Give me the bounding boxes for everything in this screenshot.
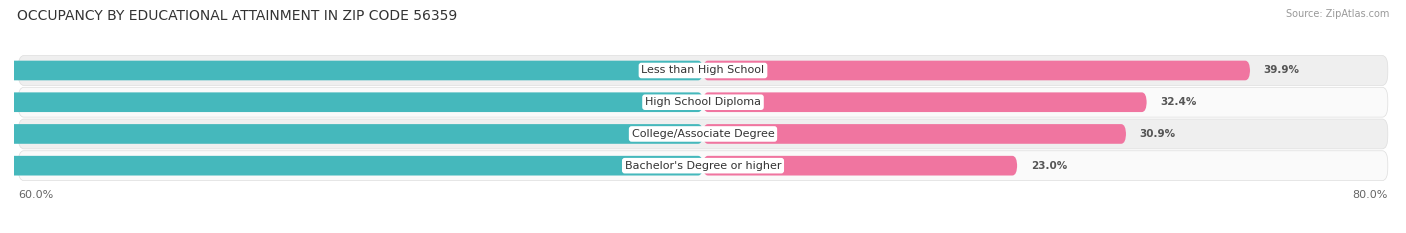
FancyBboxPatch shape [0, 124, 703, 144]
Text: 39.9%: 39.9% [1264, 65, 1299, 75]
FancyBboxPatch shape [18, 56, 1388, 86]
FancyBboxPatch shape [703, 61, 1250, 80]
Text: College/Associate Degree: College/Associate Degree [631, 129, 775, 139]
Text: 30.9%: 30.9% [1140, 129, 1175, 139]
Text: 60.0%: 60.0% [18, 190, 53, 200]
Text: 80.0%: 80.0% [1353, 190, 1388, 200]
FancyBboxPatch shape [703, 156, 1017, 175]
FancyBboxPatch shape [0, 93, 703, 112]
FancyBboxPatch shape [703, 93, 1147, 112]
FancyBboxPatch shape [18, 87, 1388, 117]
FancyBboxPatch shape [0, 156, 703, 175]
Text: Less than High School: Less than High School [641, 65, 765, 75]
Text: OCCUPANCY BY EDUCATIONAL ATTAINMENT IN ZIP CODE 56359: OCCUPANCY BY EDUCATIONAL ATTAINMENT IN Z… [17, 9, 457, 23]
FancyBboxPatch shape [703, 124, 1126, 144]
Text: High School Diploma: High School Diploma [645, 97, 761, 107]
Text: Source: ZipAtlas.com: Source: ZipAtlas.com [1285, 9, 1389, 19]
Text: 32.4%: 32.4% [1160, 97, 1197, 107]
Text: 23.0%: 23.0% [1031, 161, 1067, 171]
FancyBboxPatch shape [0, 61, 703, 80]
FancyBboxPatch shape [18, 119, 1388, 149]
FancyBboxPatch shape [18, 151, 1388, 181]
Text: Bachelor's Degree or higher: Bachelor's Degree or higher [624, 161, 782, 171]
